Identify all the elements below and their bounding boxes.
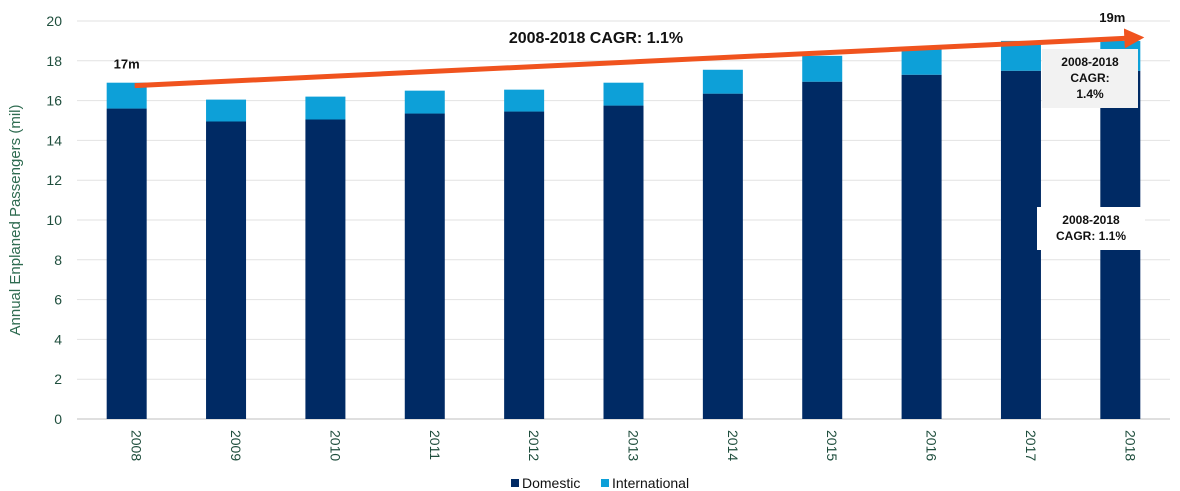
y-tick-label: 12 <box>46 172 62 188</box>
legend-label-domestic: Domestic <box>522 475 580 491</box>
annotations: 17m 19m 2008-2018 CAGR: 1.1% 2008-2018 CAGR:… <box>114 10 1145 250</box>
domestic-cagr-box <box>1037 207 1145 250</box>
x-tick-label: 2009 <box>228 430 244 461</box>
x-axis: 2008 2009 2010 2011 2012 2013 2014 2015 2016 2017… <box>129 430 1139 461</box>
y-tick-label: 18 <box>46 53 62 69</box>
x-tick-label: 2016 <box>924 430 940 461</box>
y-tick-label: 8 <box>54 252 62 268</box>
y-tick-label: 16 <box>46 93 62 109</box>
domestic-cagr-text: CAGR: 1.1% <box>1056 229 1126 243</box>
bar-international-2014 <box>702 69 743 94</box>
x-tick-label: 2018 <box>1122 430 1138 461</box>
x-tick-label: 2015 <box>824 430 840 461</box>
y-tick-label: 14 <box>46 132 62 148</box>
international-cagr-text: 2008-2018 <box>1061 55 1119 69</box>
bar-domestic-2012 <box>504 111 545 420</box>
start-value-label: 17m <box>114 57 140 72</box>
y-tick-label: 10 <box>46 212 62 228</box>
bar-international-2013 <box>603 82 644 106</box>
x-tick-label: 2017 <box>1023 430 1039 461</box>
bar-international-2009 <box>206 99 247 122</box>
y-tick-label: 2 <box>54 371 62 387</box>
bar-international-2015 <box>802 55 843 82</box>
end-value-label: 19m <box>1099 10 1125 25</box>
x-tick-label: 2008 <box>129 430 145 461</box>
bar-domestic-2016 <box>901 74 942 419</box>
bar-domestic-2015 <box>802 81 843 419</box>
legend-label-international: International <box>612 475 689 491</box>
y-tick-label: 0 <box>54 411 62 427</box>
bar-domestic-2014 <box>702 93 743 419</box>
x-tick-label: 2011 <box>427 430 443 460</box>
total-cagr-label: 2008-2018 CAGR: 1.1% <box>509 30 683 47</box>
legend-swatch-domestic <box>511 479 519 487</box>
bars <box>106 40 1141 420</box>
bar-international-2010 <box>305 96 346 120</box>
y-tick-label: 6 <box>54 292 62 308</box>
bar-international-2016 <box>901 46 942 75</box>
international-cagr-text: CAGR: <box>1070 71 1109 85</box>
bar-domestic-2008 <box>106 108 147 419</box>
y-axis: 0 2 4 6 8 10 12 14 16 18 20 <box>46 13 62 427</box>
bar-domestic-2009 <box>206 121 247 420</box>
x-tick-label: 2013 <box>626 430 642 461</box>
trend-arrow <box>134 28 1145 89</box>
legend-swatch-international <box>601 479 609 487</box>
international-cagr-box <box>1042 49 1138 108</box>
bar-domestic-2017 <box>1000 70 1041 419</box>
domestic-cagr-text: 2008-2018 <box>1062 213 1120 227</box>
x-tick-label: 2012 <box>526 430 542 461</box>
x-tick-label: 2014 <box>725 430 741 461</box>
bar-domestic-2013 <box>603 105 644 419</box>
y-axis-label: Annual Enplaned Passengers (mil) <box>7 105 24 336</box>
bar-international-2011 <box>404 90 445 114</box>
bar-international-2012 <box>504 89 545 112</box>
bar-domestic-2011 <box>404 113 445 419</box>
international-cagr-text: 1.4% <box>1076 87 1104 101</box>
y-tick-label: 4 <box>54 331 62 347</box>
bar-domestic-2010 <box>305 119 346 419</box>
y-tick-label: 20 <box>46 13 62 29</box>
legend: Domestic International <box>511 475 689 491</box>
x-tick-label: 2010 <box>327 430 343 461</box>
